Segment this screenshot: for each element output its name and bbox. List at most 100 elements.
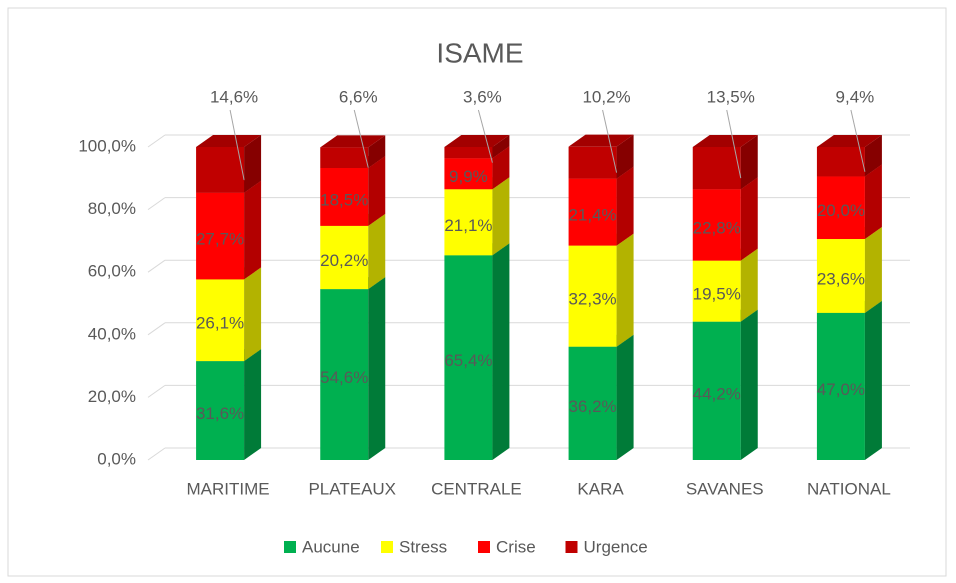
bar — [816, 176, 865, 240]
bar — [816, 312, 865, 460]
value-label: 14,6% — [210, 87, 258, 106]
bar-side — [864, 227, 882, 313]
bar-side — [368, 155, 386, 226]
bar-side — [492, 243, 510, 460]
grid-line — [147, 134, 166, 148]
bar — [692, 321, 741, 460]
bar-side — [492, 135, 510, 159]
value-label: 18,5% — [320, 190, 368, 209]
bar — [320, 289, 369, 460]
y-tick-label: 80,0% — [88, 199, 136, 218]
x-tick-label: PLATEAUX — [308, 479, 396, 498]
value-label: 20,0% — [817, 201, 865, 220]
leader-line — [229, 109, 245, 180]
bar-side — [244, 135, 262, 193]
value-label: 54,6% — [320, 368, 368, 387]
y-tick-label: 40,0% — [88, 324, 136, 343]
bar-side — [740, 135, 758, 190]
y-tick-label: 60,0% — [88, 262, 136, 281]
y-tick-label: 20,0% — [88, 387, 136, 406]
legend-label: Aucune — [302, 537, 360, 556]
value-label: 32,3% — [568, 290, 616, 309]
value-label: 44,2% — [693, 384, 741, 403]
bar-side — [740, 248, 758, 322]
bar-side — [244, 180, 262, 280]
grid-line — [147, 197, 166, 211]
bar — [568, 346, 617, 460]
grid-line — [147, 322, 166, 336]
bar-side — [492, 177, 510, 256]
value-label: 9,9% — [449, 167, 488, 186]
legend-label: Crise — [496, 537, 536, 556]
leader-line — [850, 109, 866, 172]
x-tick-label: CENTRALE — [431, 479, 522, 498]
bar-top — [444, 135, 510, 147]
value-label: 27,7% — [196, 230, 244, 249]
leader-line — [477, 109, 493, 163]
grid-line — [147, 447, 166, 461]
bar — [320, 147, 369, 168]
bar-side — [864, 135, 882, 177]
value-label: 13,5% — [707, 87, 755, 106]
bar — [692, 189, 741, 261]
bar — [320, 167, 369, 226]
value-label: 22,8% — [693, 218, 741, 237]
bar-side — [864, 300, 882, 460]
bar — [444, 147, 493, 159]
x-tick-label: MARITIME — [187, 479, 270, 498]
value-label: 21,4% — [568, 206, 616, 225]
grid-line — [147, 384, 166, 398]
bar — [816, 147, 865, 177]
bar-top — [196, 135, 262, 147]
leader-line — [602, 109, 618, 173]
bar — [692, 147, 741, 190]
value-label: 9,4% — [836, 87, 875, 106]
bar — [196, 361, 245, 460]
legend-label: Stress — [399, 537, 447, 556]
chart-title: ISAME — [436, 37, 523, 68]
bar — [196, 192, 245, 280]
bar — [196, 147, 245, 193]
bar — [444, 158, 493, 190]
bar-side — [244, 349, 262, 460]
bar — [196, 279, 245, 362]
bar-side — [616, 334, 634, 460]
legend-swatch — [565, 541, 578, 553]
value-label: 23,6% — [817, 269, 865, 288]
value-label: 19,5% — [693, 285, 741, 304]
legend-swatch — [478, 541, 490, 553]
bar — [444, 189, 493, 256]
leader-line — [353, 109, 369, 168]
legend-label: Urgence — [584, 537, 648, 556]
bar-side — [492, 146, 510, 190]
bar-top — [692, 135, 758, 147]
bar-top — [320, 135, 386, 148]
bar — [692, 260, 741, 322]
value-label: 26,1% — [196, 314, 244, 333]
bar — [568, 245, 617, 347]
value-label: 6,6% — [339, 87, 378, 106]
legend-swatch — [284, 541, 296, 553]
bar-top — [816, 135, 882, 147]
value-label: 20,2% — [320, 251, 368, 270]
bar-side — [616, 134, 634, 179]
x-tick-label: SAVANES — [686, 479, 764, 498]
bar-side — [616, 166, 634, 246]
y-tick-label: 100,0% — [78, 136, 136, 155]
bar-side — [740, 309, 758, 460]
bar — [568, 146, 617, 179]
bar — [568, 178, 617, 246]
value-label: 47,0% — [817, 380, 865, 399]
value-label: 65,4% — [444, 351, 492, 370]
bar-side — [244, 267, 262, 362]
legend-swatch — [381, 541, 393, 553]
grid-line — [147, 259, 166, 273]
bar-side — [616, 233, 634, 347]
bar-side — [368, 213, 386, 290]
x-tick-label: KARA — [577, 479, 624, 498]
value-label: 21,1% — [444, 216, 492, 235]
bar-top — [568, 134, 634, 147]
bar-side — [864, 164, 882, 240]
bar-side — [368, 135, 386, 168]
